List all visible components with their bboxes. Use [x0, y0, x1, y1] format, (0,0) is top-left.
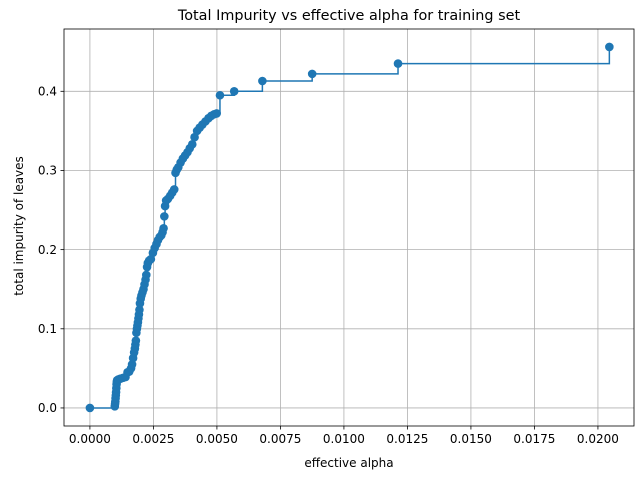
x-axis-label: effective alpha — [304, 456, 393, 470]
x-tick-label: 0.0000 — [69, 432, 111, 446]
chart-title: Total Impurity vs effective alpha for tr… — [177, 8, 521, 24]
ticks: 0.0000 0.0025 0.0050 0.0075 0.0100 0.0125 0.01… — [38, 85, 619, 446]
y-tick-label: 0.4 — [38, 85, 57, 99]
data-point — [160, 212, 169, 221]
y-tick-label: 0.3 — [38, 164, 57, 178]
data-point — [159, 223, 168, 233]
plot-frame — [63, 28, 635, 427]
x-tick-label: 0.0100 — [323, 432, 365, 446]
data-point — [307, 69, 317, 79]
data-point — [127, 360, 137, 369]
x-tick-label: 0.0200 — [577, 432, 619, 446]
x-tick-label: 0.0075 — [259, 432, 301, 446]
data-point — [135, 305, 144, 315]
x-tick-label: 0.0025 — [132, 432, 174, 446]
data-point — [215, 90, 225, 100]
y-tick-label: 0.0 — [38, 401, 57, 415]
x-tick-label: 0.0150 — [450, 432, 492, 446]
x-tick-label: 0.0175 — [513, 432, 555, 446]
data-point — [393, 59, 403, 68]
y-tick-label: 0.1 — [38, 322, 57, 336]
x-tick-label: 0.0125 — [386, 432, 428, 446]
data-point — [141, 270, 151, 280]
data-point — [229, 87, 239, 96]
data-point — [169, 185, 179, 194]
data-point — [131, 336, 141, 345]
series — [85, 42, 614, 413]
data-point — [187, 140, 197, 149]
y-axis-label: total impurity of leaves — [12, 156, 26, 296]
y-tick-label: 0.2 — [38, 243, 57, 257]
data-point — [258, 76, 267, 86]
data-point — [212, 109, 221, 118]
data-point — [605, 42, 614, 52]
x-tick-label: 0.0050 — [196, 432, 238, 446]
data-point — [85, 403, 95, 413]
